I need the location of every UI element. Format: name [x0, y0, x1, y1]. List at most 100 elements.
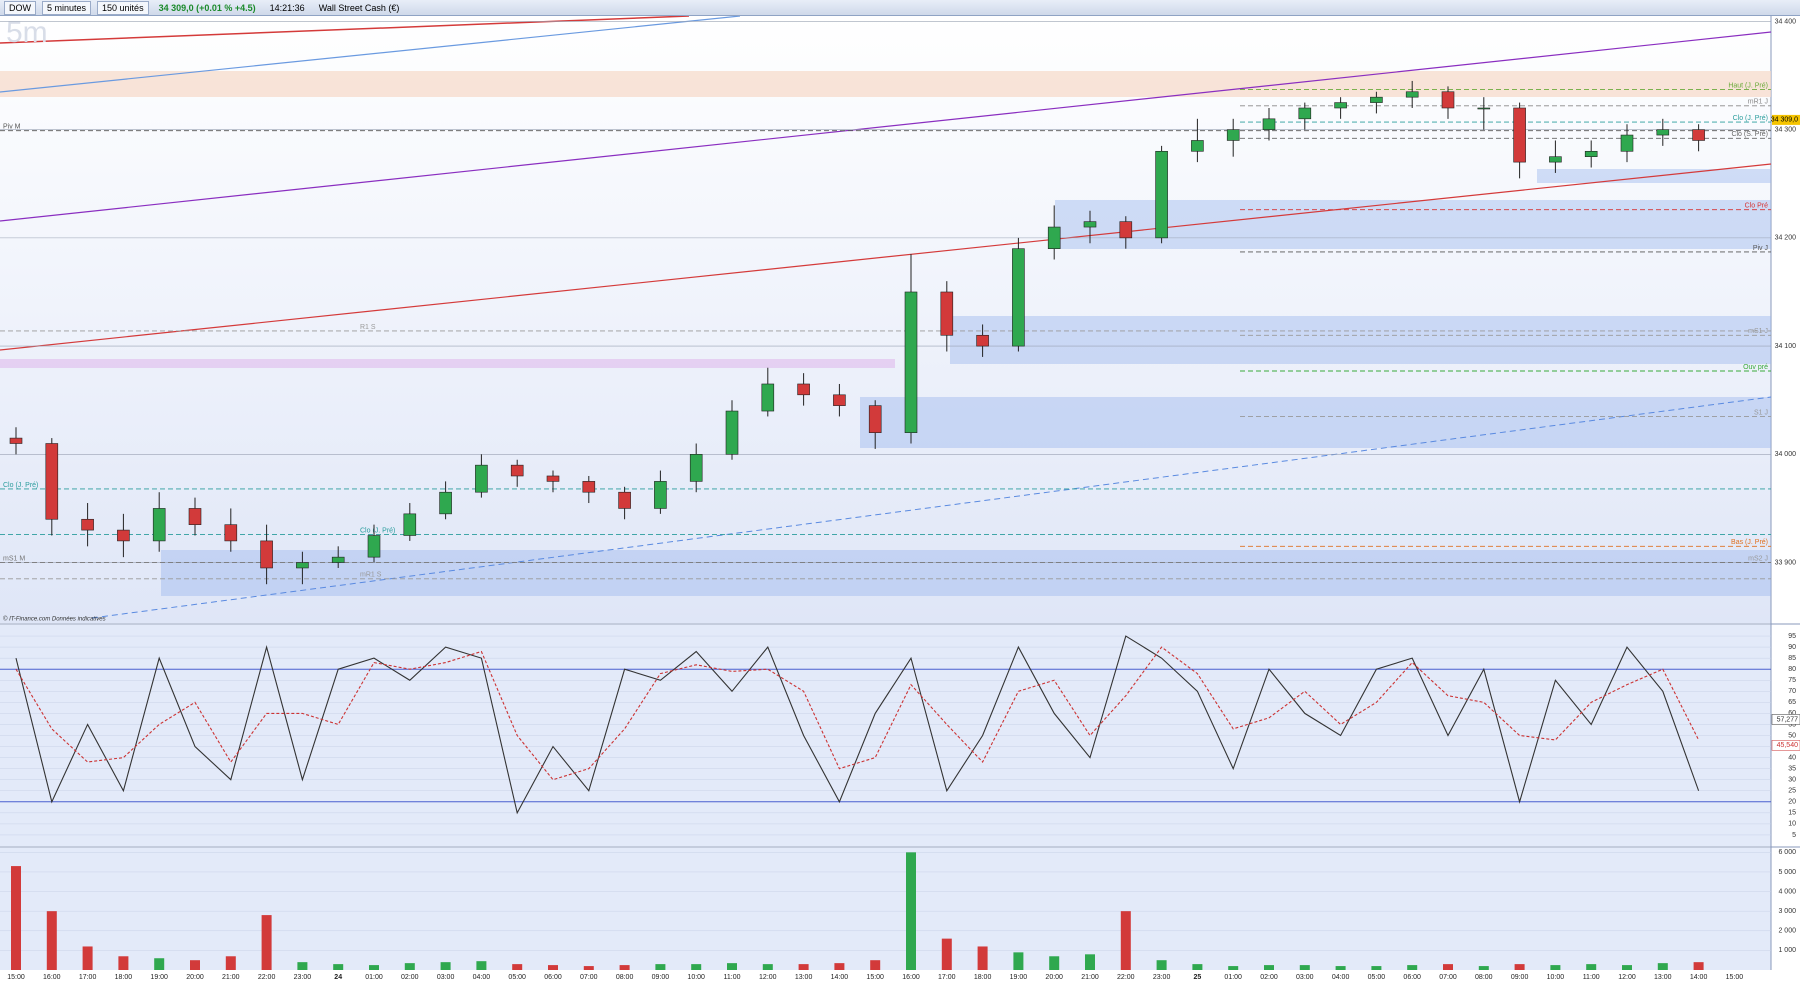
level-label: Ouv pré [1743, 364, 1768, 371]
volume-bar [1228, 966, 1239, 970]
level-label: Piv M [3, 124, 21, 131]
volume-bar [870, 960, 881, 970]
x-tick-label: 13:00 [1654, 974, 1672, 981]
x-tick-label: 05:00 [508, 974, 526, 981]
y-tick-label: 55 [1788, 721, 1796, 728]
y-tick-label: 65 [1788, 699, 1796, 706]
interval[interactable]: 5 minutes [42, 0, 92, 15]
x-tick-label: 04:00 [1332, 974, 1350, 981]
last-price-tag [1772, 114, 1800, 125]
y-tick-label: 2 000 [1778, 928, 1796, 935]
volume-bar [1622, 965, 1632, 970]
level-label: Haut (J. Pré) [1728, 82, 1768, 89]
y-tick-label: 15 [1788, 810, 1796, 817]
candle-body [618, 491, 631, 509]
toolbar: DOW 5 minutes 150 unités 34 309,0 (+0.01… [0, 0, 1800, 16]
candle-body [1513, 107, 1526, 163]
x-tick-label: 22:00 [1117, 974, 1135, 981]
y-tick-label: 10 [1788, 821, 1796, 828]
level-label: Piv J [1753, 245, 1768, 252]
volume-bar [762, 964, 773, 970]
candle-body [117, 529, 130, 542]
volume-bar [1085, 954, 1095, 970]
candle-body [546, 475, 560, 482]
candle-body [188, 508, 202, 525]
x-tick-label: 02:00 [401, 974, 419, 981]
zone [161, 550, 1771, 596]
x-tick-label: 23:00 [294, 974, 312, 981]
symbol[interactable]: DOW [4, 0, 36, 15]
x-tick-label: 18:00 [974, 974, 992, 981]
candle-body [1692, 129, 1705, 141]
volume-bar [297, 962, 308, 970]
volume-bar [225, 956, 236, 970]
x-tick-label: 06:00 [544, 974, 562, 981]
units[interactable]: 150 unités [97, 0, 149, 15]
x-tick-label: 23:00 [1153, 974, 1171, 981]
zone [1055, 200, 1771, 249]
candle-body [9, 437, 23, 444]
volume-bar [941, 938, 952, 970]
x-tick-label: 07:00 [580, 974, 598, 981]
x-tick-label: 13:00 [795, 974, 813, 981]
candle-body [331, 556, 345, 563]
y-tick-label: 5 000 [1778, 869, 1796, 876]
candle-body [152, 508, 166, 542]
y-tick-label: 4 000 [1778, 888, 1796, 895]
candle-body [1262, 118, 1276, 130]
volume-bar [1120, 911, 1131, 970]
volume-bar [1693, 962, 1704, 970]
level-label: mS1 J [1748, 328, 1768, 335]
level-label: Clo (J. Pré) [3, 482, 38, 489]
y-tick-label: 40 [1788, 754, 1796, 761]
x-tick-label: 12:00 [1618, 974, 1636, 981]
x-tick-label: 07:00 [1439, 974, 1457, 981]
candle-body [868, 405, 882, 433]
candle-body [654, 481, 667, 509]
candle-body [904, 291, 918, 433]
zone [0, 71, 1771, 97]
volume-bar [548, 965, 558, 970]
y-tick-label: 50 [1788, 732, 1796, 739]
level-label: mS2 J [1748, 555, 1768, 562]
y-tick-label: 70 [1788, 688, 1796, 695]
trendline [0, 31, 1772, 222]
volume-bar [1443, 964, 1453, 970]
volume-bar [1514, 964, 1525, 970]
volume-bar [154, 958, 165, 970]
volume-bar [404, 963, 415, 970]
volume-bar [476, 961, 487, 970]
stoch-line [15, 646, 1700, 781]
watermark: 5m [6, 16, 48, 49]
trendline [0, 16, 690, 44]
x-tick-label: 09:00 [1511, 974, 1529, 981]
y-tick-label: 30 [1788, 777, 1796, 784]
level-label: Clo (J. Pré) [360, 527, 395, 534]
last-price-label: 34 309,0 [1771, 117, 1798, 124]
volume-bar [977, 946, 988, 970]
x-tick-label: 03:00 [1296, 974, 1314, 981]
volume-bar [369, 965, 379, 970]
level-label: mR1 S [360, 572, 382, 579]
candle-body [797, 383, 810, 396]
level-label: Clo (J. Pré) [1733, 115, 1768, 122]
y-tick-label: 33 900 [1775, 559, 1797, 566]
x-tick-label: 04:00 [473, 974, 491, 981]
source-note: © IT-Finance.com Données indicatives [3, 616, 106, 623]
x-tick-label: 18:00 [115, 974, 133, 981]
x-tick-label: 01:00 [365, 974, 383, 981]
readout-tag [1771, 714, 1800, 725]
y-tick-label: 3 000 [1778, 908, 1796, 915]
candle-body [940, 291, 954, 336]
zone [860, 397, 1771, 448]
volume-bar [1478, 966, 1489, 970]
candle-body [1477, 107, 1491, 110]
x-tick-label: 08:00 [1475, 974, 1493, 981]
candle-body [1656, 129, 1670, 136]
x-tick-label: 03:00 [437, 974, 455, 981]
y-tick-label: 34 100 [1775, 343, 1797, 350]
stoch-line [15, 635, 1700, 815]
candle-body [833, 394, 846, 406]
candle-body [1549, 156, 1562, 163]
y-tick-label: 34 300 [1775, 126, 1797, 133]
